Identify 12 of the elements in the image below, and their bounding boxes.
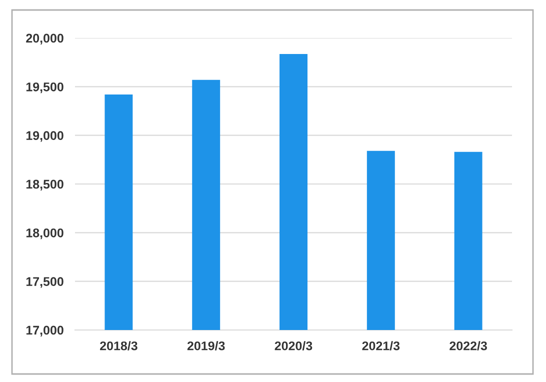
y-tick-label: 19,000	[26, 131, 64, 142]
x-tick-label: 2022/3	[450, 341, 487, 350]
y-tick-label: 17,000	[26, 326, 64, 336]
x-tick-label: 2020/3	[274, 341, 312, 350]
y-tick-label: 18,000	[26, 228, 64, 240]
y-tick-label: 20,000	[26, 34, 64, 44]
y-tick-label: 18,500	[26, 180, 64, 190]
x-tick-label: 2021/3	[362, 341, 400, 350]
y-tick-label: 19,500	[26, 82, 64, 94]
x-tick-label: 2018/3	[100, 341, 138, 350]
y-tick-label: 17,500	[26, 277, 64, 288]
x-tick-label: 2019/3	[187, 341, 225, 350]
